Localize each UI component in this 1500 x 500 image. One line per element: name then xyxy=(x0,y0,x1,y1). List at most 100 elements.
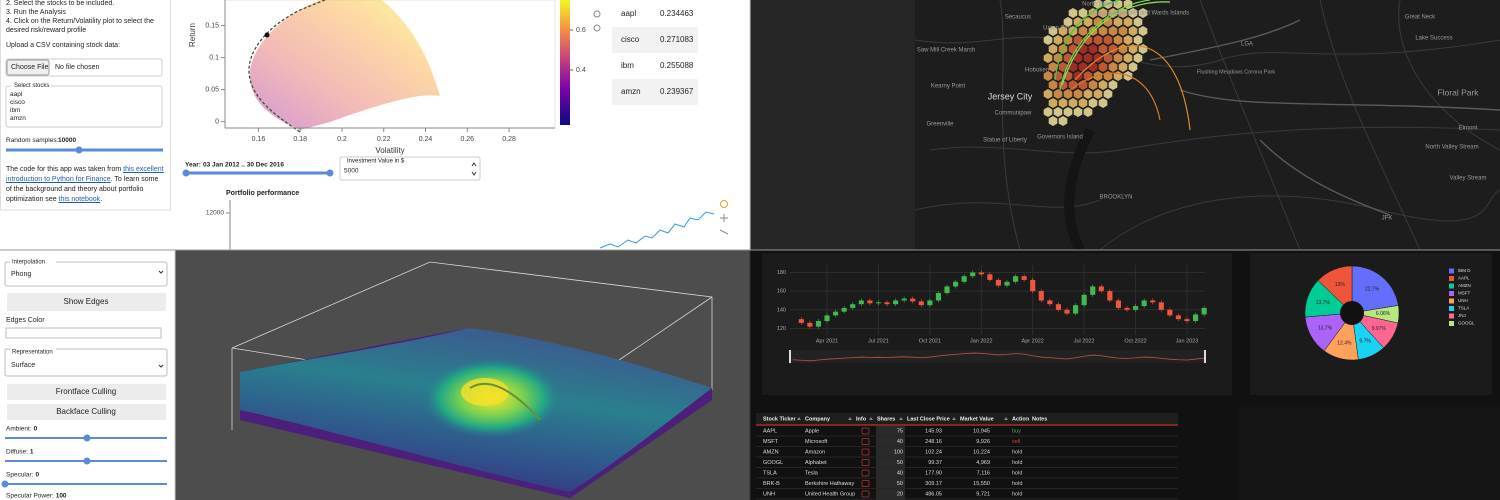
cell-market-value: 10,224 xyxy=(973,449,990,455)
hexbin xyxy=(1128,62,1138,72)
portfolio-cloud xyxy=(249,0,440,130)
slider-label: Specular: xyxy=(6,472,34,479)
slider-handle[interactable] xyxy=(182,169,190,177)
select-value[interactable]: Surface xyxy=(11,362,35,369)
legend-label: AMZN xyxy=(1458,283,1471,288)
button[interactable] xyxy=(7,293,166,311)
file-button[interactable] xyxy=(6,59,50,76)
legend-swatch xyxy=(1449,276,1454,281)
candle xyxy=(987,274,993,280)
info-icon[interactable] xyxy=(861,469,870,477)
investment-input[interactable] xyxy=(339,156,481,181)
pie-hole xyxy=(1340,301,1364,325)
candle xyxy=(1124,307,1130,310)
hexbin xyxy=(1083,107,1093,117)
stock-select[interactable] xyxy=(5,85,163,128)
map-label: Hoboken xyxy=(1025,68,1049,74)
sort-icon[interactable] xyxy=(797,417,801,420)
stock-option[interactable]: amzn xyxy=(10,115,26,122)
hexbin xyxy=(1138,26,1148,36)
toolbar[interactable] xyxy=(593,10,601,32)
map-label: JFK xyxy=(1382,216,1393,222)
column-header: Shares xyxy=(877,416,895,422)
candle xyxy=(1064,309,1070,314)
weight-value: 0.255088 xyxy=(660,61,694,70)
cell-market-value: 7,116 xyxy=(977,470,990,476)
button[interactable] xyxy=(7,404,166,420)
sort-icon[interactable] xyxy=(899,417,903,420)
candle xyxy=(850,304,856,308)
cell-company: Berkshire Hathaway xyxy=(805,481,854,487)
button[interactable] xyxy=(7,384,166,400)
sort-icon[interactable] xyxy=(1024,417,1028,420)
info-icon[interactable] xyxy=(861,448,870,456)
group-label: Interpolation xyxy=(12,260,45,266)
y-tick-label: 120 xyxy=(777,326,786,332)
button-label[interactable]: Backface Culling xyxy=(56,407,116,416)
button-label[interactable]: Frontface Culling xyxy=(56,387,116,396)
stock-option[interactable]: cisco xyxy=(10,99,25,106)
hexbin xyxy=(1053,89,1063,99)
info-icon[interactable] xyxy=(861,427,870,435)
shares-column xyxy=(876,426,905,500)
toolbar[interactable] xyxy=(719,200,729,235)
hexbin xyxy=(1073,89,1083,99)
sort-icon[interactable] xyxy=(869,417,873,420)
hexbin xyxy=(1098,44,1108,54)
slice-label: 13% xyxy=(1335,282,1346,288)
candle xyxy=(1021,276,1027,280)
slider-handle[interactable] xyxy=(326,169,334,177)
hexbin xyxy=(1043,53,1053,63)
colorbar xyxy=(560,0,570,125)
spinner[interactable] xyxy=(471,162,477,176)
info-icon[interactable] xyxy=(861,459,870,466)
map-label: Secaucus xyxy=(1005,15,1031,21)
candle xyxy=(1175,315,1182,320)
hexbin xyxy=(1098,8,1108,18)
cell-ticker: MSFT xyxy=(763,439,779,445)
color-input[interactable] xyxy=(5,327,162,339)
range-handle[interactable] xyxy=(789,350,791,363)
candle xyxy=(978,272,984,275)
stock-option[interactable]: ibm xyxy=(10,107,21,114)
button-label[interactable]: Show Edges xyxy=(64,297,109,306)
hexbin xyxy=(1088,44,1098,54)
info-icon[interactable] xyxy=(861,480,870,487)
sort-icon[interactable] xyxy=(848,417,852,420)
sort-icon[interactable] xyxy=(952,417,956,420)
link[interactable]: this excellent introduction to Python fo… xyxy=(6,166,164,183)
slider-handle[interactable] xyxy=(75,146,83,154)
stock-option[interactable]: aapl xyxy=(10,91,23,98)
pie-slice xyxy=(1317,265,1353,314)
selected-portfolio[interactable] xyxy=(264,32,270,38)
select-arrow[interactable] xyxy=(158,270,164,368)
investment-value[interactable]: 5000 xyxy=(344,168,359,175)
cell-ticker: TSLA xyxy=(763,470,777,476)
cell-action: hold xyxy=(1012,449,1022,455)
sort-icon[interactable] xyxy=(1004,417,1008,420)
candle xyxy=(944,286,950,293)
slice-label: 13.7% xyxy=(1316,300,1331,306)
candle xyxy=(807,322,813,327)
y-axis-label: Return xyxy=(188,23,197,47)
x-tick-label: 0.16 xyxy=(252,136,266,143)
river xyxy=(1064,127,1095,253)
hexbin xyxy=(1053,107,1063,117)
range-handle[interactable] xyxy=(1204,350,1206,363)
candle xyxy=(1030,279,1036,292)
hexbin xyxy=(1068,80,1078,90)
slider-handles[interactable] xyxy=(1,434,91,488)
select-value[interactable]: Phong xyxy=(11,271,31,278)
y-tick-label: 140 xyxy=(777,307,786,313)
info-icon[interactable] xyxy=(861,490,870,498)
cell-market-value: 10,945 xyxy=(973,428,990,434)
info-icon[interactable] xyxy=(861,438,870,445)
y-tick-label: 0.05 xyxy=(205,86,219,93)
link[interactable]: this notebook xyxy=(58,196,101,203)
cell-shares: 50 xyxy=(897,481,903,487)
performance-title: Portfolio performance xyxy=(226,190,299,197)
map-label: Flushing Meadows Corona Park xyxy=(1197,69,1276,75)
map-label: Floral Park xyxy=(1437,87,1479,97)
legend-swatch xyxy=(1449,321,1454,326)
file-button-label[interactable]: Choose File xyxy=(11,64,49,71)
